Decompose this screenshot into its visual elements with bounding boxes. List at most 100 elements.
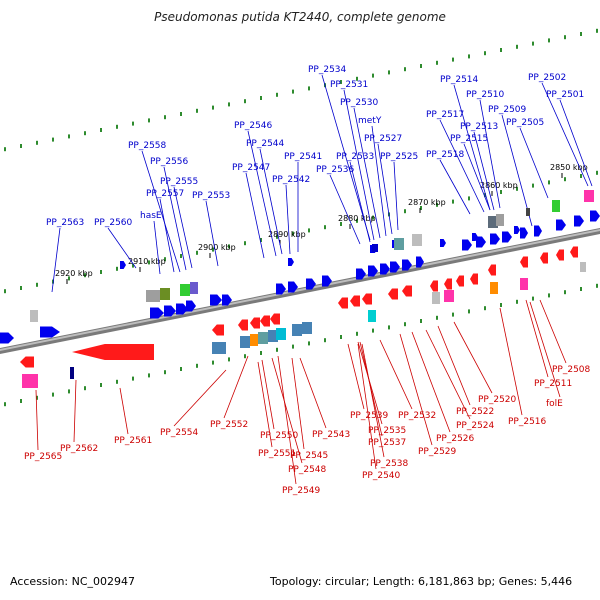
bottom-gene-label: PP_2543 bbox=[312, 430, 350, 440]
label-leader-line bbox=[559, 99, 593, 187]
forward-gene-arrow bbox=[590, 210, 600, 222]
label-leader-line bbox=[51, 227, 61, 293]
outer-lane-tick bbox=[292, 89, 294, 94]
genome-backbone-highlight bbox=[0, 228, 600, 352]
top-gene-label: PP_2542 bbox=[272, 175, 310, 185]
colored-gene-box bbox=[552, 200, 560, 212]
upper-lane-tick bbox=[132, 263, 134, 268]
upper-lane-tick bbox=[308, 228, 310, 233]
upper-lane-tick bbox=[100, 270, 102, 274]
bottom-gene-label: PP_2565 bbox=[24, 452, 62, 462]
label-leader-line bbox=[425, 329, 471, 420]
top-gene-label: hasE bbox=[140, 211, 162, 221]
upper-lane-tick bbox=[164, 257, 166, 262]
reverse-gene-arrow bbox=[20, 356, 34, 368]
bottom-gene-label: PP_2529 bbox=[418, 447, 457, 457]
label-leader-line bbox=[411, 331, 451, 433]
outer-lane-tick bbox=[484, 51, 486, 56]
colored-gene-box bbox=[488, 216, 498, 228]
label-leader-line bbox=[347, 343, 365, 410]
bottom-gene-label: PP_2554 bbox=[160, 428, 199, 438]
bottom-gene-label: PP_2545 bbox=[290, 451, 328, 461]
upper-lane-tick bbox=[68, 276, 70, 281]
kbp-scale-label: 2880 kbp bbox=[338, 214, 376, 223]
colored-gene-box bbox=[372, 244, 378, 252]
forward-gene-arrow bbox=[186, 300, 196, 312]
reverse-gene-arrow bbox=[338, 297, 348, 309]
upper-lane-tick bbox=[228, 244, 230, 249]
lower-lane-tick bbox=[148, 373, 150, 378]
outer-lane-tick bbox=[580, 32, 582, 36]
top-gene-label: PP_2553 bbox=[192, 191, 230, 201]
top-gene-label: PP_2533 bbox=[336, 152, 374, 162]
outer-lane-tick bbox=[52, 137, 54, 142]
upper-lane-tick bbox=[244, 241, 246, 246]
upper-lane-tick bbox=[516, 186, 518, 191]
lower-lane-tick bbox=[292, 344, 294, 349]
outer-lane-tick bbox=[164, 115, 166, 120]
upper-lane-tick bbox=[148, 260, 150, 265]
forward-gene-arrow bbox=[490, 233, 500, 245]
lower-lane-tick bbox=[484, 306, 486, 311]
upper-lane-tick bbox=[596, 170, 598, 175]
forward-gene-arrow bbox=[502, 231, 512, 243]
colored-gene-box bbox=[212, 342, 226, 354]
lower-lane-tick bbox=[516, 299, 518, 304]
upper-lane-tick bbox=[436, 202, 438, 207]
colored-gene-box bbox=[444, 290, 454, 302]
label-leader-line bbox=[73, 379, 77, 443]
label-leader-line bbox=[473, 131, 495, 211]
lower-lane-tick bbox=[228, 357, 230, 362]
outer-lane-tick bbox=[116, 124, 118, 129]
outer-lane-tick bbox=[356, 76, 358, 81]
forward-gene-arrow bbox=[574, 215, 584, 227]
bottom-gene-label: PP_2522 bbox=[456, 407, 494, 417]
top-gene-label: PP_2563 bbox=[46, 218, 84, 228]
top-gene-label: PP_2517 bbox=[426, 110, 464, 120]
lower-lane-tick bbox=[372, 328, 374, 333]
outer-lane-tick bbox=[4, 147, 6, 152]
lower-lane-tick bbox=[116, 379, 118, 384]
label-leader-line bbox=[437, 325, 471, 406]
outer-lane-tick bbox=[84, 131, 86, 136]
lower-lane-tick bbox=[388, 325, 390, 330]
lower-lane-tick bbox=[308, 341, 310, 346]
upper-lane-tick bbox=[580, 174, 582, 178]
reverse-gene-arrow bbox=[556, 249, 564, 261]
forward-gene-arrow bbox=[462, 239, 472, 251]
upper-lane-tick bbox=[484, 193, 486, 198]
reverse-gene-arrow bbox=[270, 313, 280, 325]
reverse-gene-arrow bbox=[260, 315, 270, 327]
label-leader-line bbox=[357, 343, 377, 470]
label-leader-line bbox=[35, 389, 39, 451]
lower-lane-tick bbox=[196, 363, 198, 368]
outer-lane-tick bbox=[260, 96, 262, 100]
reverse-gene-arrow bbox=[362, 293, 372, 305]
map-title: Pseudomonas putida KT2440, complete geno… bbox=[154, 10, 446, 24]
forward-gene-arrow bbox=[472, 233, 478, 241]
colored-gene-box bbox=[584, 190, 594, 202]
top-gene-label: PP_2531 bbox=[330, 80, 368, 90]
lower-lane-tick bbox=[548, 293, 550, 298]
forward-gene-arrow bbox=[380, 263, 390, 275]
top-gene-label: PP_2541 bbox=[284, 152, 322, 162]
upper-lane-tick bbox=[36, 282, 38, 287]
lower-lane-tick bbox=[20, 399, 22, 403]
lower-lane-tick bbox=[356, 331, 358, 336]
reverse-gene-arrow bbox=[388, 288, 398, 300]
lower-lane-tick bbox=[84, 386, 86, 391]
label-leader-line bbox=[361, 343, 385, 458]
bottom-gene-label: PP_2537 bbox=[368, 438, 406, 448]
lower-lane-tick bbox=[420, 319, 422, 323]
bottom-gene-label: PP_2549 bbox=[282, 486, 321, 496]
top-gene-label: PP_2502 bbox=[528, 73, 566, 83]
label-leader-line bbox=[205, 200, 219, 267]
top-gene-label: PP_2560 bbox=[94, 218, 133, 228]
bottom-gene-label: PP_2538 bbox=[370, 459, 409, 469]
label-leader-line bbox=[399, 333, 433, 446]
colored-gene-box bbox=[70, 367, 74, 379]
lower-lane-tick bbox=[260, 351, 262, 355]
colored-gene-box bbox=[276, 328, 286, 340]
upper-lane-tick bbox=[372, 215, 374, 220]
label-leader-line bbox=[539, 299, 567, 364]
